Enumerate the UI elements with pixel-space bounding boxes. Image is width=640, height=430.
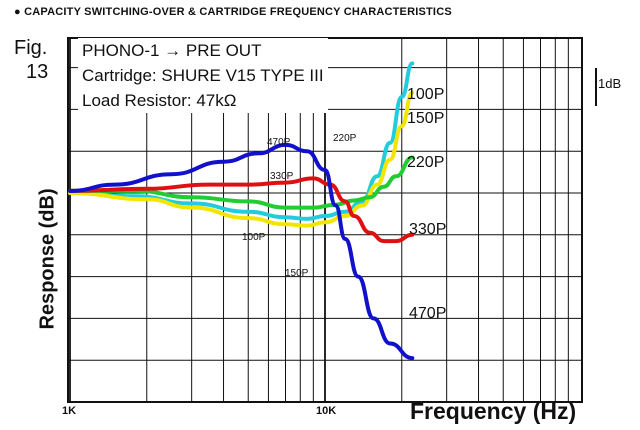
annotation-220p: 220P — [333, 133, 357, 144]
info-line-3: Load Resistor: 47kΩ — [82, 91, 237, 110]
info-line-1: PHONO-1 → PRE OUT — [82, 41, 262, 60]
series-line-100p — [68, 61, 415, 221]
x-tick-label-1k: 1K — [62, 405, 77, 417]
chart-series — [68, 61, 415, 361]
chart-info-box: PHONO-1 → PRE OUT Cartridge: SHURE V15 T… — [78, 38, 328, 113]
series-line-470p — [68, 142, 415, 361]
scale-bar — [595, 68, 597, 106]
series-label-330p: 330P — [409, 221, 447, 238]
info-line-2: Cartridge: SHURE V15 TYPE III — [82, 66, 324, 85]
annotation-150p: 150P — [285, 268, 309, 279]
annotation-330p: 330P — [270, 171, 294, 182]
chart-header: ● CAPACITY SWITCHING-OVER & CARTRIDGE FR… — [14, 6, 452, 18]
x-axis-label: Frequency (Hz) — [410, 398, 577, 424]
series-label-470p: 470P — [409, 305, 447, 322]
figure-label: Fig. 13 — [14, 36, 48, 84]
y-axis-label: Response (dB) — [36, 188, 59, 330]
scale-label: 1dB — [598, 76, 622, 91]
series-line-220p — [68, 155, 415, 210]
series-label-100p: 100P — [407, 86, 445, 103]
annotation-470p: 470P — [267, 137, 291, 148]
x-tick-label-10k: 10K — [316, 405, 337, 417]
series-line-150p — [68, 90, 415, 228]
figure-label-text: Fig. — [14, 37, 48, 59]
series-label-220p: 220P — [407, 154, 445, 171]
annotation-100p: 100P — [242, 232, 266, 243]
series-label-150p: 150P — [407, 110, 445, 127]
figure-number: 13 — [26, 61, 49, 83]
